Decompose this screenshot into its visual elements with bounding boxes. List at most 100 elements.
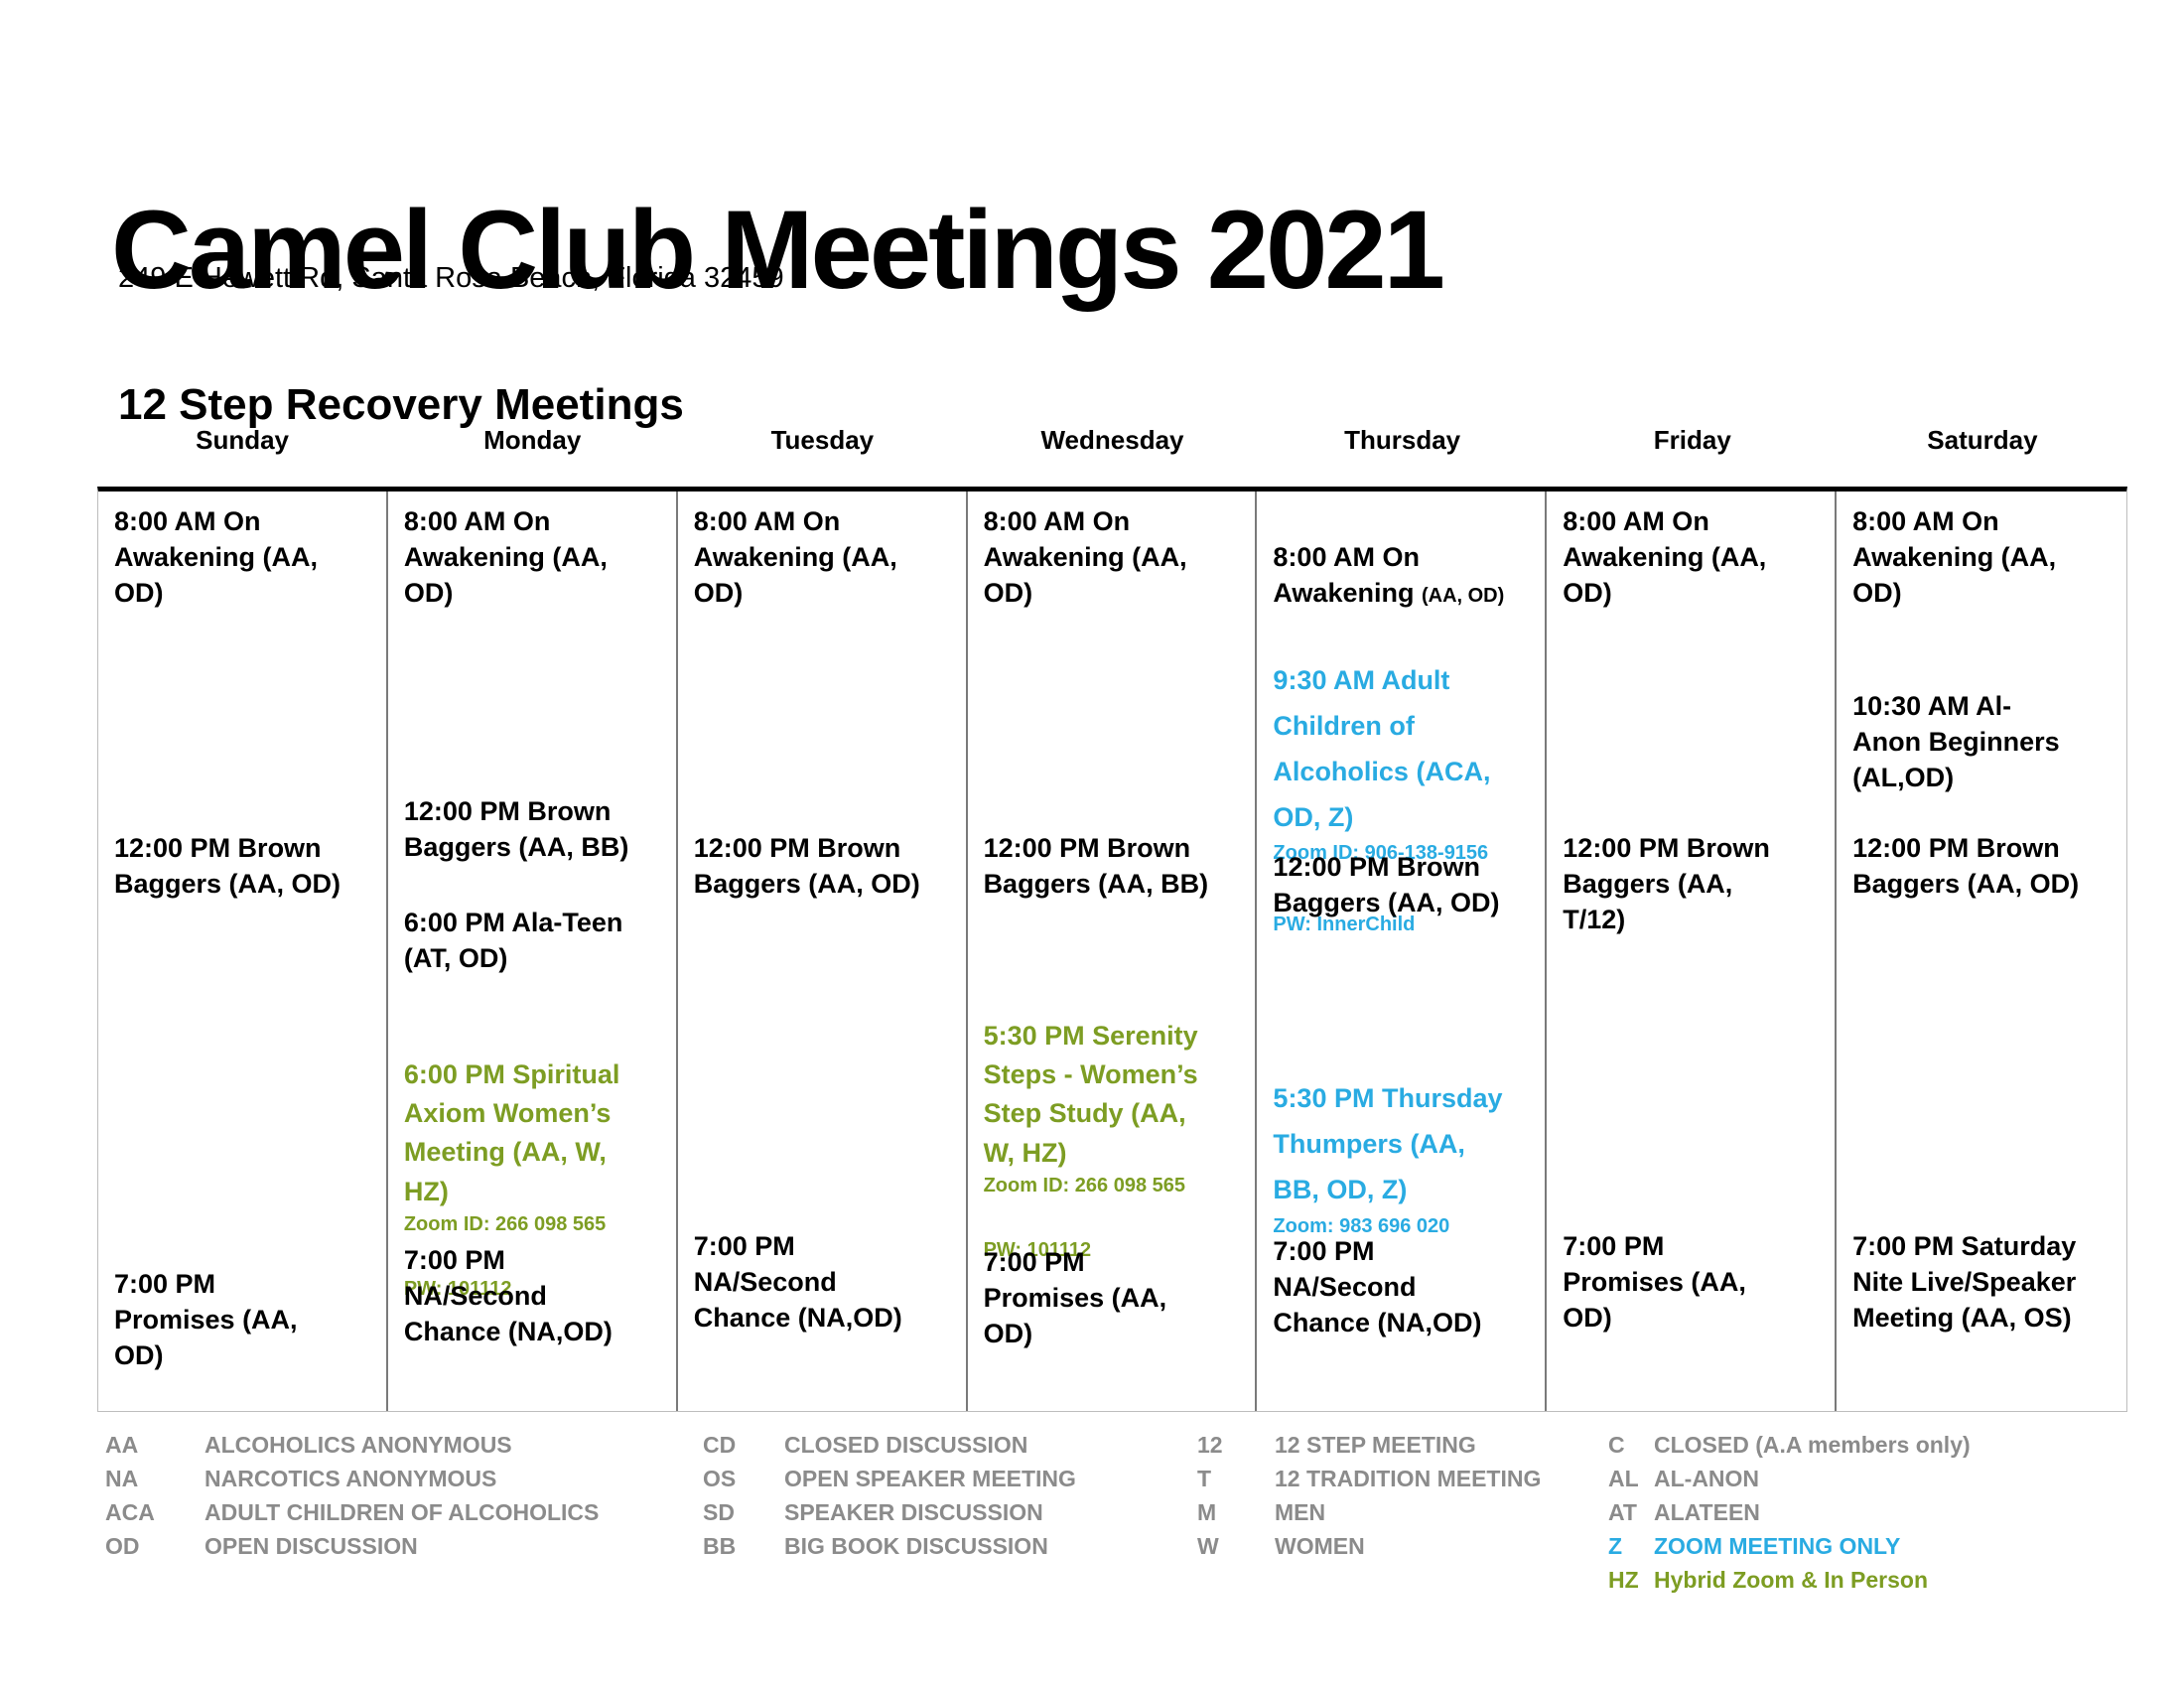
meeting-entry: 7:00 PM NA/Second Chance (NA,OD) bbox=[388, 1243, 676, 1350]
legend-entry: AT ALATEEN bbox=[1608, 1495, 1971, 1529]
meeting-text: 6:00 PM Ala-Teen (AT, OD) bbox=[403, 908, 623, 973]
day-header-wednesday: Wednesday bbox=[1040, 425, 1184, 455]
zoom-id: Zoom: 983 696 020 bbox=[1273, 1214, 1450, 1237]
legend-entry: 12 12 STEP MEETING bbox=[1197, 1428, 1541, 1462]
day-header-friday: Friday bbox=[1653, 425, 1731, 455]
meeting-entry: 12:00 PM Brown Baggers (AA, BB) bbox=[388, 794, 676, 866]
legend-column-meeting-types: 12 12 STEP MEETING T 12 TRADITION MEETING … bbox=[1197, 1428, 1541, 1563]
legend-label: MEN bbox=[1275, 1499, 1326, 1525]
meeting-text: 7:00 PM Promises (AA, OD) bbox=[1563, 1231, 1746, 1333]
legend-code: Z bbox=[1608, 1533, 1623, 1559]
meeting-text: 7:00 PM Promises (AA, OD) bbox=[114, 1269, 298, 1370]
meeting-text: 6:00 PM Spiritual Axiom Women’s Meeting … bbox=[403, 1059, 620, 1206]
meeting-entry: 12:00 PM Brown Baggers (AA, OD) bbox=[678, 831, 966, 903]
meeting-entry: 12:00 PM Brown Baggers (AA, BB) bbox=[968, 831, 1256, 903]
legend-entry: NA NARCOTICS ANONYMOUS bbox=[105, 1462, 599, 1495]
schedule-table: 8:00 AM On Awakening (AA, OD) 12:00 PM B… bbox=[97, 487, 2127, 1412]
legend-code: C bbox=[1608, 1432, 1625, 1458]
meeting-entry: 8:00 AM On Awakening (AA, OD) bbox=[98, 504, 386, 612]
meeting-text: 7:00 PM NA/Second Chance (NA,OD) bbox=[403, 1245, 613, 1346]
legend-entry: OS OPEN SPEAKER MEETING bbox=[703, 1462, 1076, 1495]
legend-column-programs: AA ALCOHOLICS ANONYMOUS NA NARCOTICS ANONY… bbox=[105, 1428, 599, 1563]
meeting-entry: 7:00 PM NA/Second Chance (NA,OD) bbox=[1257, 1234, 1545, 1341]
day-header-saturday: Saturday bbox=[1927, 425, 2038, 455]
meeting-entry: 12:00 PM Brown Baggers (AA, T/12) bbox=[1547, 831, 1835, 938]
meeting-text: 8:00 AM On Awakening (AA, OD) bbox=[983, 506, 1187, 608]
legend-code: CD bbox=[703, 1432, 737, 1458]
legend-label: 12 TRADITION MEETING bbox=[1275, 1466, 1542, 1491]
meeting-text: 5:30 PM Serenity Steps - Women’s Step St… bbox=[983, 1021, 1198, 1168]
legend-label: NARCOTICS ANONYMOUS bbox=[205, 1466, 497, 1491]
meeting-entry: 7:00 PM Promises (AA, OD) bbox=[1547, 1229, 1835, 1336]
legend-label: OPEN DISCUSSION bbox=[205, 1533, 418, 1559]
meeting-text: 7:00 PM Saturday Nite Live/Speaker Meeti… bbox=[1852, 1231, 2077, 1333]
meeting-entry: 8:00 AM On Awakening (AA, OD) bbox=[388, 504, 676, 612]
legend-code: AT bbox=[1608, 1499, 1637, 1525]
legend-entry: BB BIG BOOK DISCUSSION bbox=[703, 1529, 1076, 1563]
legend-label: WOMEN bbox=[1275, 1533, 1365, 1559]
meeting-entry: 8:00 AM On Awakening (AA, OD) bbox=[1837, 504, 2126, 612]
meeting-entry: 8:00 AM On Awakening (AA, OD) bbox=[968, 504, 1256, 612]
legend-code: ACA bbox=[105, 1499, 155, 1525]
meeting-text: 12:00 PM Brown Baggers (AA, OD) bbox=[1852, 833, 2080, 899]
day-column-saturday: 8:00 AM On Awakening (AA, OD) 10:30 AM A… bbox=[1837, 492, 2126, 1411]
legend-label: ADULT CHILDREN OF ALCOHOLICS bbox=[205, 1499, 600, 1525]
meeting-entry: 6:00 PM Ala-Teen (AT, OD) bbox=[388, 906, 676, 977]
legend-code: AL bbox=[1608, 1466, 1639, 1491]
legend-entry: AA ALCOHOLICS ANONYMOUS bbox=[105, 1428, 599, 1462]
page-title: Camel Club Meetings 2021 bbox=[111, 188, 1445, 313]
legend-column-attendance: C CLOSED (A.A members only) AL AL-ANON AT A… bbox=[1608, 1428, 1971, 1597]
legend-code: OS bbox=[703, 1466, 737, 1491]
meeting-entry: 12:00 PM Brown Baggers (AA, OD) bbox=[1837, 831, 2126, 903]
legend-entry: OD OPEN DISCUSSION bbox=[105, 1529, 599, 1563]
legend-code: HZ bbox=[1608, 1567, 1639, 1593]
meeting-text: 12:00 PM Brown Baggers (AA, BB) bbox=[403, 796, 629, 862]
meeting-entry: 7:00 PM Saturday Nite Live/Speaker Meeti… bbox=[1837, 1229, 2126, 1336]
day-header-sunday: Sunday bbox=[196, 425, 290, 455]
legend-code: M bbox=[1197, 1499, 1217, 1525]
legend-label: OPEN SPEAKER MEETING bbox=[784, 1466, 1076, 1491]
day-header-monday: Monday bbox=[483, 425, 582, 455]
meeting-text: 7:00 PM NA/Second Chance (NA,OD) bbox=[1273, 1236, 1482, 1337]
meeting-text: 12:00 PM Brown Baggers (AA, T/12) bbox=[1563, 833, 1770, 934]
legend-label: CLOSED (A.A members only) bbox=[1654, 1432, 1971, 1458]
day-column-monday: 8:00 AM On Awakening (AA, OD) 12:00 PM B… bbox=[388, 492, 678, 1411]
legend-entry: ACA ADULT CHILDREN OF ALCOHOLICS bbox=[105, 1495, 599, 1529]
day-column-wednesday: 8:00 AM On Awakening (AA, OD) 12:00 PM B… bbox=[968, 492, 1258, 1411]
legend-label: 12 STEP MEETING bbox=[1275, 1432, 1476, 1458]
day-column-tuesday: 8:00 AM On Awakening (AA, OD) 12:00 PM B… bbox=[678, 492, 968, 1411]
meeting-entry: 8:00 AM On Awakening (AA, OD) bbox=[1547, 504, 1835, 612]
day-column-friday: 8:00 AM On Awakening (AA, OD) 12:00 PM B… bbox=[1547, 492, 1838, 1411]
legend-entry: SD SPEAKER DISCUSSION bbox=[703, 1495, 1076, 1529]
legend-code: T bbox=[1197, 1466, 1212, 1491]
meeting-entry: 12:00 PM Brown Baggers (AA, OD) bbox=[1257, 850, 1545, 921]
legend-entry: M MEN bbox=[1197, 1495, 1541, 1529]
legend-entry: CD CLOSED DISCUSSION bbox=[703, 1428, 1076, 1462]
legend-label: BIG BOOK DISCUSSION bbox=[784, 1533, 1048, 1559]
meeting-entry: 7:00 PM Promises (AA, OD) bbox=[968, 1245, 1256, 1352]
meeting-text: 12:00 PM Brown Baggers (AA, OD) bbox=[114, 833, 341, 899]
meeting-entry: 8:00 AM On Awakening (AA, OD) bbox=[1257, 504, 1545, 612]
meeting-text: 12:00 PM Brown Baggers (AA, OD) bbox=[693, 833, 920, 899]
legend-label: AL-ANON bbox=[1654, 1466, 1760, 1491]
legend-code: AA bbox=[105, 1432, 139, 1458]
legend-label: ZOOM MEETING ONLY bbox=[1654, 1533, 1901, 1559]
meeting-entry: 7:00 PM Promises (AA, OD) bbox=[98, 1267, 386, 1374]
meeting-text: 8:00 AM On Awakening (AA, OD) bbox=[1852, 506, 2057, 608]
meeting-text: 5:30 PM Thursday Thumpers (AA, BB, OD, Z… bbox=[1273, 1082, 1503, 1204]
meeting-text: 7:00 PM NA/Second Chance (NA,OD) bbox=[693, 1231, 902, 1333]
day-header-thursday: Thursday bbox=[1344, 425, 1461, 455]
meeting-text: 8:00 AM On Awakening (AA, OD) bbox=[114, 506, 319, 608]
zoom-password: PW: 101112 bbox=[983, 1238, 1092, 1261]
section-title: 12 Step Recovery Meetings bbox=[118, 379, 684, 429]
meeting-text: 8:00 AM On Awakening bbox=[1273, 541, 1420, 608]
day-headers-row: Sunday Monday Tuesday Wednesday Thursday… bbox=[97, 425, 2127, 456]
meeting-text: 8:00 AM On Awakening (AA, OD) bbox=[403, 506, 608, 608]
legend-code: OD bbox=[105, 1533, 140, 1559]
meeting-text: 9:30 AM Adult Children of Alcoholics (AC… bbox=[1273, 664, 1491, 832]
zoom-password: PW: 101112 bbox=[403, 1277, 512, 1300]
legend-label: SPEAKER DISCUSSION bbox=[784, 1499, 1043, 1525]
legend-code: 12 bbox=[1197, 1432, 1223, 1458]
legend-entry: W WOMEN bbox=[1197, 1529, 1541, 1563]
